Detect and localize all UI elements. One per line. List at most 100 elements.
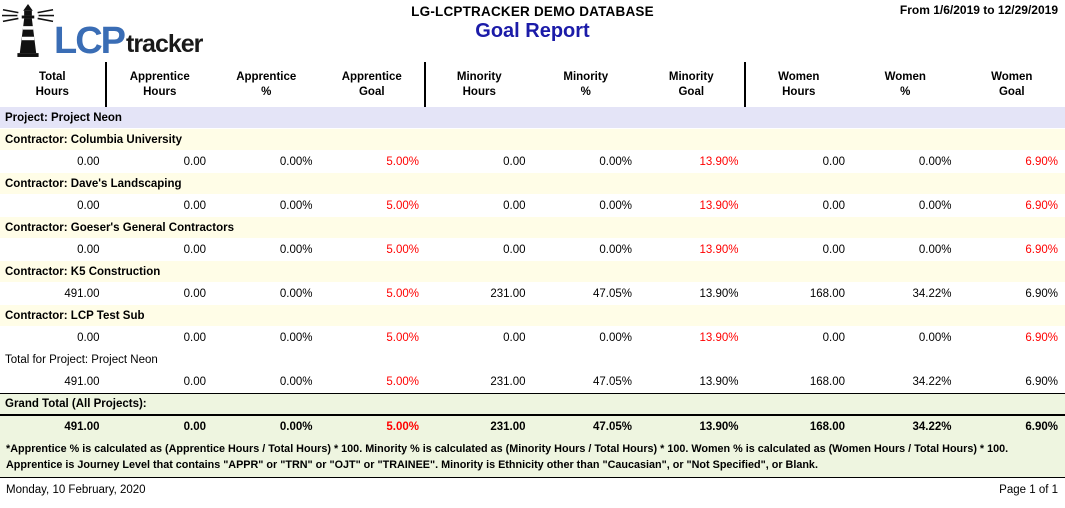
column-header-minority-pct: Minority% [533,62,640,107]
grand-total-values: 491.00 0.00 0.00% 5.00% 231.00 47.05% 13.90% 16… [0,416,1065,438]
value-cell: 0.00 [77,244,100,256]
column-header-line: Apprentice [129,70,190,83]
column-header-line: Minority [456,70,502,83]
column-header-apprentice-hours: Apprentice Hours [107,62,214,107]
value-cell: 491.00 [64,376,100,388]
project-row: Project: Project Neon [0,107,1065,129]
value-cell: 0.00 [183,332,206,344]
footer-page-number: Page 1 of 1 [999,484,1058,496]
value-cell: 47.05% [592,376,632,388]
value-cell: 34.22% [912,421,952,433]
footer-divider [0,477,1065,478]
value-cell: 0.00% [279,244,313,256]
value-cell: 0.00% [279,421,313,433]
value-cell: 0.00 [822,156,845,168]
value-cell: 0.00 [77,200,100,212]
value-cell: 13.90% [699,421,739,433]
value-cell: 5.00% [386,332,419,344]
value-cell: 0.00 [822,200,845,212]
value-cell: 6.90% [1025,156,1058,168]
value-cell: 5.00% [386,244,419,256]
contractor-label: Contractor: K5 Construction [5,265,161,278]
value-cell: 0.00% [918,156,952,168]
data-row: 0.00 0.00 0.00% 5.00% 0.00 0.00% 13.90% 0.00 0.0… [0,151,1065,173]
logo-text-lcp: LCP [54,19,126,62]
column-header-apprentice-pct: Apprentice% [213,62,320,107]
column-header-total-hours: Total Hours [0,62,107,107]
value-cell: 6.90% [1025,376,1058,388]
value-cell: 0.00 [183,156,206,168]
value-cell: 5.00% [386,156,419,168]
value-cell: 0.00 [183,376,206,388]
value-cell: 0.00% [599,244,632,256]
value-cell: 5.00% [386,200,419,212]
footnote: *Apprentice % is calculated as (Apprenti… [0,438,1065,477]
value-cell: 0.00% [918,200,952,212]
column-header-line: % [580,85,591,98]
contractor-label: Contractor: Goeser's General Contractors [5,221,234,234]
value-cell: 6.90% [1025,200,1058,212]
column-header-line: Goal [678,85,705,98]
value-cell: 168.00 [809,288,845,300]
value-cell: 0.00 [77,332,100,344]
data-row: 491.00 0.00 0.00% 5.00% 231.00 47.05% 13.90% 16… [0,371,1065,393]
value-cell: 6.90% [1025,288,1058,300]
project-label: Project: Project Neon [5,111,122,124]
column-header-line: % [900,85,911,98]
contractor-row: Contractor: Columbia University [0,129,1065,151]
value-cell: 0.00 [822,244,845,256]
column-header-line: Goal [358,85,385,98]
value-cell: 0.00% [599,156,632,168]
column-header-line: Apprentice [236,70,297,83]
date-range: From 1/6/2019 to 12/29/2019 [899,3,1058,17]
value-cell: 0.00 [183,244,206,256]
value-cell: 47.05% [592,288,632,300]
contractor-row: Contractor: Goeser's General Contractors [0,217,1065,239]
data-row: 491.00 0.00 0.00% 5.00% 231.00 47.05% 13.90% 16… [0,283,1065,305]
table-body: Project: Project Neon Contractor: Columbi… [0,107,1065,393]
value-cell: 0.00 [183,421,206,433]
contractor-label: Contractor: LCP Test Sub [5,309,145,322]
column-header-women-pct: Women% [852,62,959,107]
value-cell: 0.00% [599,332,632,344]
column-header-apprentice-goal: Apprentice Goal [320,62,426,107]
column-header-line: Hours [35,85,69,98]
value-cell: 5.00% [386,421,419,433]
column-header-line: Women [778,70,820,83]
column-header-line: Goal [998,85,1025,98]
value-cell: 13.90% [699,156,739,168]
contractor-label: Contractor: Columbia University [5,133,182,146]
value-cell: 0.00 [822,332,845,344]
contractor-row: Contractor: K5 Construction [0,261,1065,283]
value-cell: 0.00 [503,156,526,168]
column-headers: Total Hours Apprentice Hours Apprentice% Appr… [0,62,1065,107]
value-cell: 5.00% [386,288,419,300]
value-cell: 0.00 [503,200,526,212]
column-header-minority-goal: Minority Goal [639,62,746,107]
value-cell: 231.00 [490,421,526,433]
value-cell: 6.90% [1025,421,1058,433]
value-cell: 0.00% [279,200,313,212]
page-title: Goal Report [475,20,590,42]
column-header-line: Hours [782,85,816,98]
value-cell: 0.00% [918,244,952,256]
value-cell: 0.00 [183,288,206,300]
value-cell: 0.00 [77,156,100,168]
project-total-row: Total for Project: Project Neon [0,349,1065,371]
column-header-line: Minority [668,70,714,83]
value-cell: 0.00 [503,332,526,344]
column-header-line: Women [991,70,1033,83]
column-header-line: Hours [143,85,177,98]
grand-total-section: Grand Total (All Projects): 491.00 0.00 0.… [0,393,1065,477]
logo-text-tracker: tracker [126,30,203,58]
value-cell: 491.00 [64,288,100,300]
lcptracker-logo: LCP tracker [2,2,203,62]
value-cell: 491.00 [64,421,100,433]
project-total-label: Total for Project: Project Neon [5,353,158,366]
contractor-label: Contractor: Dave's Landscaping [5,177,182,190]
footer-date: Monday, 10 February, 2020 [6,484,146,496]
data-row: 0.00 0.00 0.00% 5.00% 0.00 0.00% 13.90% 0.00 0.0… [0,327,1065,349]
footnote-line-1: *Apprentice % is calculated as (Apprenti… [6,443,1009,455]
column-header-line: Apprentice [341,70,402,83]
